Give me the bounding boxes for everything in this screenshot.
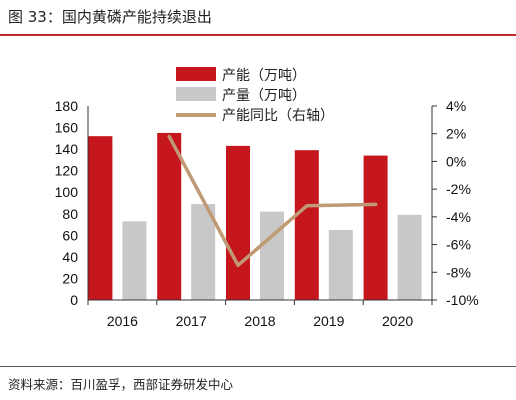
left-tick-label: 40 — [62, 249, 78, 265]
bar-capacity — [157, 132, 182, 300]
left-tick-label: 160 — [55, 120, 79, 136]
bar-capacity — [294, 150, 319, 300]
x-axis-ticks: 2016 2017 2018 2019 2020 — [87, 300, 433, 329]
right-tick-label: -4% — [446, 209, 471, 225]
right-tick-label: -6% — [446, 237, 471, 253]
axes — [87, 106, 433, 301]
left-tick-label: 140 — [55, 141, 79, 157]
bar-production — [260, 211, 284, 300]
yoy-line-path — [167, 134, 378, 268]
bar-capacity — [363, 155, 388, 300]
right-tick-label: 4% — [446, 98, 466, 114]
right-tick-label: 0% — [446, 153, 466, 169]
bar-production — [397, 214, 422, 300]
legend-label-capacity: 产能（万吨） — [222, 68, 306, 84]
right-tick-label: 2% — [446, 126, 466, 142]
left-axis-ticks: 0 20 40 60 80 100 120 140 160 180 — [55, 98, 79, 308]
legend-label-yoy: 产能同比（右轴） — [222, 108, 334, 124]
title-rule — [0, 34, 516, 36]
right-tick-label: -2% — [446, 181, 471, 197]
bar-capacity — [226, 145, 250, 300]
legend-label-production: 产量（万吨） — [222, 88, 306, 104]
source-note: 资料来源：百川盈孚，西部证券研发中心 — [8, 377, 234, 392]
legend-swatch-production — [176, 87, 216, 101]
left-tick-label: 20 — [62, 270, 78, 286]
x-tick-label: 2016 — [107, 313, 138, 329]
left-tick-label: 0 — [70, 292, 78, 308]
left-tick-label: 180 — [55, 98, 79, 114]
right-axis-ticks: -10% -8% -6% -4% -2% 0% 2% 4% — [432, 98, 479, 308]
left-tick-label: 100 — [55, 184, 79, 200]
legend-swatch-capacity — [176, 67, 216, 81]
bar-production — [328, 229, 353, 300]
figure-title: 图 33：国内黄磷产能持续退出 — [8, 8, 212, 26]
left-tick-label: 120 — [55, 163, 79, 179]
bar-capacity — [88, 136, 113, 300]
bar-production — [191, 204, 216, 300]
legend: 产能（万吨） 产量（万吨） 产能同比（右轴） — [176, 67, 334, 124]
yoy-line — [167, 134, 378, 268]
x-tick-label: 2017 — [176, 313, 207, 329]
left-tick-label: 80 — [62, 206, 78, 222]
x-tick-label: 2018 — [244, 313, 275, 329]
left-tick-label: 60 — [62, 227, 78, 243]
right-tick-label: -10% — [446, 292, 479, 308]
x-tick-label: 2019 — [313, 313, 344, 329]
x-tick-label: 2020 — [382, 313, 413, 329]
footer-rule — [0, 366, 516, 367]
bar-production — [122, 221, 147, 300]
bars — [88, 132, 422, 300]
right-tick-label: -8% — [446, 264, 471, 280]
